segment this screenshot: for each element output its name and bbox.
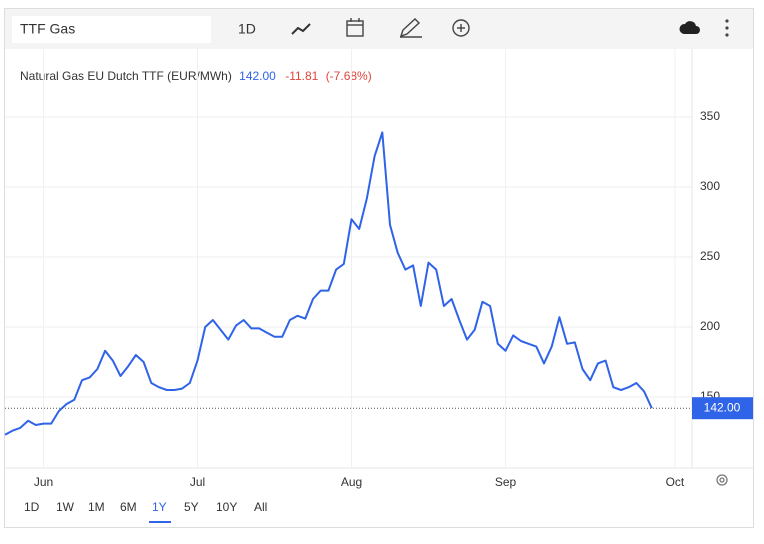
search-text: TTF Gas — [20, 21, 75, 37]
quote-header: Natural Gas EU Dutch TTF (EUR/MWh) 142.0… — [20, 69, 372, 83]
y-tick-label: 350 — [700, 109, 720, 123]
last-price-tag-text: 142.00 — [704, 400, 741, 414]
x-tick-label: Sep — [495, 475, 517, 489]
range-button[interactable]: 6M — [120, 500, 137, 514]
range-button[interactable]: 1M — [88, 500, 105, 514]
x-tick-label: Jul — [190, 475, 205, 489]
interval-button[interactable]: 1D — [238, 21, 256, 37]
download-icon[interactable] — [679, 21, 700, 34]
chart-type-icon[interactable] — [291, 23, 311, 35]
menu-icon[interactable] — [725, 19, 729, 37]
price-change-pct: (-7.68%) — [326, 69, 372, 83]
grid — [5, 49, 692, 467]
price-change: -11.81 — [285, 69, 318, 83]
range-button[interactable]: 5Y — [184, 500, 199, 514]
add-icon[interactable] — [452, 19, 470, 37]
y-tick-label: 250 — [700, 249, 720, 263]
x-tick-label: Oct — [666, 475, 685, 489]
calendar-icon[interactable] — [346, 18, 364, 37]
last-price-tag — [692, 397, 753, 420]
y-tick-label: 200 — [700, 319, 720, 333]
settings-icon[interactable] — [716, 474, 728, 486]
last-price: 142.00 — [239, 69, 276, 83]
frame — [4, 8, 754, 528]
range-button[interactable]: 1W — [56, 500, 75, 514]
x-tick-label: Jun — [34, 475, 53, 489]
y-tick-label: 300 — [700, 179, 720, 193]
series-name: Natural Gas EU Dutch TTF (EUR/MWh) — [20, 69, 232, 83]
draw-icon[interactable] — [399, 18, 422, 38]
range-button[interactable]: 10Y — [216, 500, 237, 514]
x-tick-label: Aug — [341, 475, 362, 489]
range-button[interactable]: 1D — [24, 500, 40, 514]
range-button[interactable]: 1Y — [152, 500, 167, 514]
search-box[interactable] — [12, 16, 211, 43]
range-button[interactable]: All — [254, 500, 267, 514]
price-line — [4, 131, 653, 436]
